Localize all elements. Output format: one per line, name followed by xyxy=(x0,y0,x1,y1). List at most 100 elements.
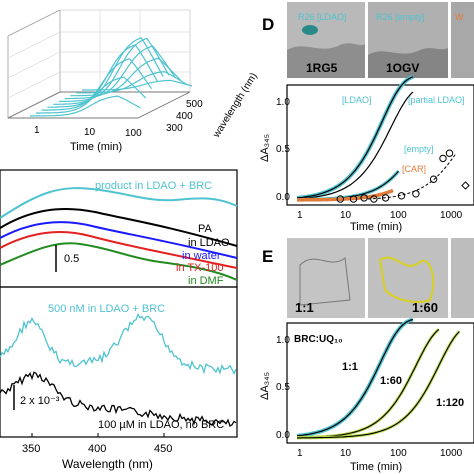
y-axis-label: wavelength (nm) xyxy=(211,71,260,140)
waterfall-trace xyxy=(82,79,193,91)
structure-1rg5-shade xyxy=(287,43,365,78)
plot-D-frame xyxy=(286,84,474,206)
panel-E: E 1:1 1:60 BRC:UQ₁₀ 1:1 1:60 1:120 ΔA₃₄₅… xyxy=(259,238,474,473)
waterfall-trace xyxy=(58,37,170,103)
curve-label-empty: [empty] xyxy=(404,144,434,154)
E-x-tick-1: 1 xyxy=(297,448,303,459)
difference-frame xyxy=(0,286,238,438)
plot-E-frame xyxy=(286,322,474,444)
plot-E-marks xyxy=(296,317,461,440)
data-point-control xyxy=(349,195,358,203)
spectrum-water xyxy=(0,221,238,259)
D-y-tick-1: 1.0 xyxy=(276,97,290,108)
curve-label-ldao: [LDAO] xyxy=(342,95,372,105)
diff-x-label: Wavelength (nm) xyxy=(62,457,153,471)
label-dmf: in DMF xyxy=(188,275,224,287)
D-x-tick-100: 100 xyxy=(390,210,407,221)
diff-x-ticks xyxy=(31,433,165,437)
spectrum-ldao xyxy=(0,207,238,247)
x-tick-350: 350 xyxy=(22,443,40,455)
curve-partial-ldao xyxy=(296,91,414,200)
brc-ratio-label: BRC:UQ₁₀ xyxy=(294,334,343,345)
label-tx100: in TX-100 xyxy=(176,262,224,274)
panel-D: D R26 [LDAO] R26 [empty] W 1RG5 1OGV [LD… xyxy=(259,2,474,233)
data-point-diamond xyxy=(461,181,470,190)
structure-1-120 xyxy=(451,238,474,318)
curve-1-60 xyxy=(297,328,440,439)
trace-brc xyxy=(0,312,237,376)
panel-letter-E: E xyxy=(262,247,273,266)
structure-1rg5-ligand xyxy=(302,25,318,35)
curve-1-60-band xyxy=(297,328,440,440)
structure-3 xyxy=(451,2,474,78)
pdb-1rg5: 1RG5 xyxy=(306,61,338,75)
diff-scale-label: 2 x 10⁻³ xyxy=(20,395,60,407)
waterfall-trace xyxy=(30,95,141,117)
curve-ldao xyxy=(296,76,414,199)
x-tick-100: 100 xyxy=(125,128,142,139)
struct-label-ldao: R26 [LDAO] xyxy=(298,12,347,22)
wall-grid xyxy=(7,10,190,99)
data-point-control xyxy=(336,195,344,203)
data-point-control xyxy=(429,175,438,183)
data-point-control xyxy=(445,149,454,157)
E-y-tick-1: 1.0 xyxy=(276,335,290,346)
trace-no-brc xyxy=(0,371,237,427)
label-product: product in LDAO + BRC xyxy=(95,180,212,192)
curve-label-partial: [partial LDAO] xyxy=(408,95,465,105)
x-axis-label: Time (min) xyxy=(70,141,122,153)
waterfall-trace xyxy=(64,45,176,100)
x-tick-450: 450 xyxy=(154,443,172,455)
curve-1-120 xyxy=(297,331,460,439)
pdb-1ogv: 1OGV xyxy=(386,61,419,75)
E-x-tick-1000: 1000 xyxy=(440,448,463,459)
curve-1-1 xyxy=(296,318,414,437)
ratio-1-60: 1:60 xyxy=(412,300,438,315)
E-y-tick-0: 0.0 xyxy=(276,430,290,441)
curve-label-1-1: 1:1 xyxy=(342,361,358,373)
data-point-control xyxy=(381,194,390,202)
E-x-tick-100: 100 xyxy=(390,448,407,459)
curve-label-1-60: 1:60 xyxy=(380,375,402,387)
D-y-tick-05: 0.5 xyxy=(276,144,290,155)
panel-spectra: product in LDAO + BRC PA in LDAO in wate… xyxy=(0,169,238,288)
curve-label-car: [CAR] xyxy=(402,164,426,174)
plot-D-marks xyxy=(296,74,470,203)
ratio-1-1: 1:1 xyxy=(295,300,314,315)
structure-1ogv-shade xyxy=(368,48,448,78)
E-x-label: Time (min) xyxy=(350,461,402,473)
label-no-brc: 100 µM in LDAO, no BRC xyxy=(98,419,224,431)
label-brc: 500 nM in LDAO + BRC xyxy=(48,303,165,315)
E-y-label: ΔA₃₄₅ xyxy=(259,372,271,400)
waterfall-trace xyxy=(76,70,187,94)
waterfall-trace xyxy=(53,37,164,105)
waterfall-trace xyxy=(70,57,181,97)
curve-control-fit xyxy=(367,153,456,200)
curve-label-1-120: 1:120 xyxy=(436,397,464,409)
wall-left xyxy=(7,9,61,119)
D-x-tick-1000: 1000 xyxy=(440,210,463,221)
waterfall-trace xyxy=(41,58,153,111)
scale-label: 0.5 xyxy=(64,253,79,265)
structure-1-60-ligand xyxy=(378,256,435,303)
D-y-tick-0: 0.0 xyxy=(276,192,290,203)
label-ldao: in LDAO xyxy=(188,237,230,249)
panel-difference: 500 nM in LDAO + BRC 100 µM in LDAO, no … xyxy=(0,286,238,471)
y-tick-400: 400 xyxy=(176,111,193,122)
struct-label-empty: R26 [empty] xyxy=(376,12,425,22)
panel-3d-waterfall: 1 10 100 Time (min) 300 400 500 waveleng… xyxy=(7,9,260,153)
x-tick-1: 1 xyxy=(34,125,40,136)
spectrum-tx100 xyxy=(0,231,238,269)
floor xyxy=(7,91,191,119)
D-x-tick-10: 10 xyxy=(340,210,352,221)
D-x-label: Time (min) xyxy=(350,221,402,233)
E-x-tick-10: 10 xyxy=(340,448,352,459)
y-tick-300: 300 xyxy=(166,123,183,134)
curve-car xyxy=(297,188,394,202)
label-water: in water xyxy=(182,250,221,262)
waterfall-traces xyxy=(30,37,193,117)
x-tick-10: 10 xyxy=(84,127,96,138)
waterfall-trace xyxy=(47,44,158,108)
structure-1-1-fold xyxy=(299,257,351,306)
